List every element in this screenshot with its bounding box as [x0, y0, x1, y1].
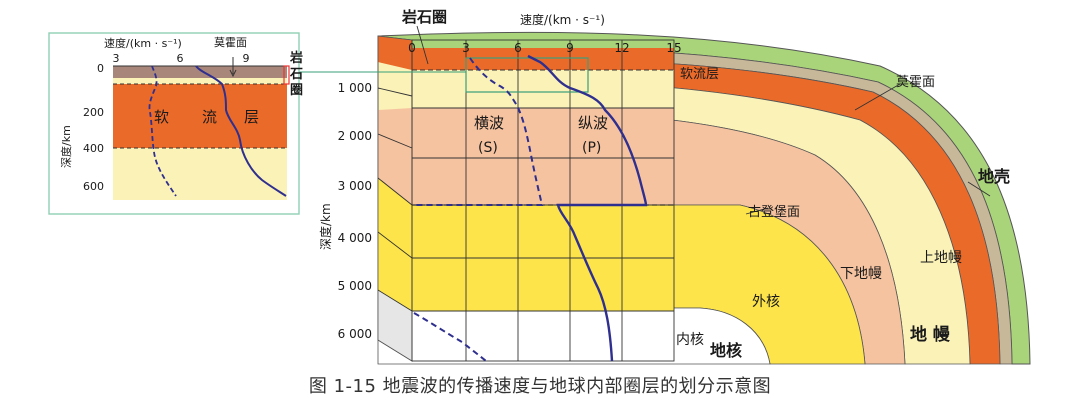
x-tick: 12 [614, 41, 629, 55]
p-wave-label: 纵波 [578, 114, 608, 132]
inset-p-wave [195, 65, 287, 197]
core-label: 地核 [710, 341, 742, 360]
x-tick: 3 [462, 41, 470, 55]
svg-text:岩: 岩 [289, 50, 303, 66]
y-tick: 3 000 [338, 179, 372, 193]
inset-lithosphere-label: 岩 石 圈 [289, 50, 303, 98]
y-tick: 6 000 [338, 327, 372, 341]
y-tick: 5 000 [338, 279, 372, 293]
y-tick: 400 [83, 142, 104, 155]
s-wave-curve [413, 57, 544, 362]
x-tick: 9 [566, 41, 574, 55]
inner-core-label: 内核 [676, 332, 704, 348]
zoom-box [465, 57, 589, 93]
y-tick: 2 000 [338, 129, 372, 143]
main-y-title: 深度/km [318, 203, 333, 250]
svg-text:圈: 圈 [290, 83, 303, 98]
x-tick: 3 [113, 52, 120, 65]
crust-label: 地壳 [978, 167, 1010, 186]
svg-text:石: 石 [289, 67, 303, 82]
svg-text:层: 层 [244, 108, 259, 126]
inset-panel [48, 32, 300, 215]
earth-diagram: 岩石圈 速度/(km · s⁻¹) 0 3 6 9 12 15 1 000 2 … [48, 8, 1031, 365]
earth-section [290, 25, 1031, 365]
lithosphere-label: 岩石圈 [401, 8, 447, 26]
upper-mantle-label: 上地幔 [920, 250, 962, 266]
inset-x-ticks: 3 6 9 [113, 52, 250, 65]
figure-caption: 图 1-15 地震波的传播速度与地球内部圈层的划分示意图 [308, 376, 772, 397]
inset-moho-label: 莫霍面 [214, 36, 247, 49]
gutenberg-label: 古登堡面 [748, 204, 800, 220]
s-wave-symbol: (S) [478, 140, 498, 156]
x-tick: 6 [514, 41, 522, 55]
lower-mantle-label: 下地幔 [840, 266, 882, 282]
y-tick: 600 [83, 180, 104, 193]
y-tick: 1 000 [338, 81, 372, 95]
svg-text:软: 软 [154, 108, 169, 126]
y-tick: 0 [97, 62, 104, 75]
inset-y-title: 深度/km [59, 125, 73, 168]
y-tick: 4 000 [338, 231, 372, 245]
x-tick: 6 [177, 52, 184, 65]
x-tick: 9 [243, 52, 250, 65]
main-y-ticks: 1 000 2 000 3 000 4 000 5 000 6 000 [338, 81, 372, 341]
inset-axis-title: 速度/(km · s⁻¹) [104, 36, 182, 50]
outer-core-label: 外核 [752, 294, 780, 310]
inset-y-ticks: 0 200 400 600 [83, 62, 104, 193]
p-wave-curve [527, 54, 648, 362]
asthenosphere-label: 软流层 [680, 67, 719, 82]
mantle-label: 地 幔 [910, 324, 951, 345]
p-wave-symbol: (P) [582, 140, 601, 156]
s-wave-label: 横波 [474, 114, 504, 132]
main-axis-title: 速度/(km · s⁻¹) [520, 12, 605, 27]
x-tick: 0 [408, 41, 416, 55]
inset-asthenosphere-label: 软 流 层 [154, 108, 259, 126]
main-x-ticks: 0 3 6 9 12 15 [408, 41, 681, 55]
moho-label: 莫霍面 [896, 75, 935, 90]
svg-text:流: 流 [202, 108, 217, 126]
x-tick: 15 [666, 41, 681, 55]
y-tick: 200 [83, 106, 104, 119]
